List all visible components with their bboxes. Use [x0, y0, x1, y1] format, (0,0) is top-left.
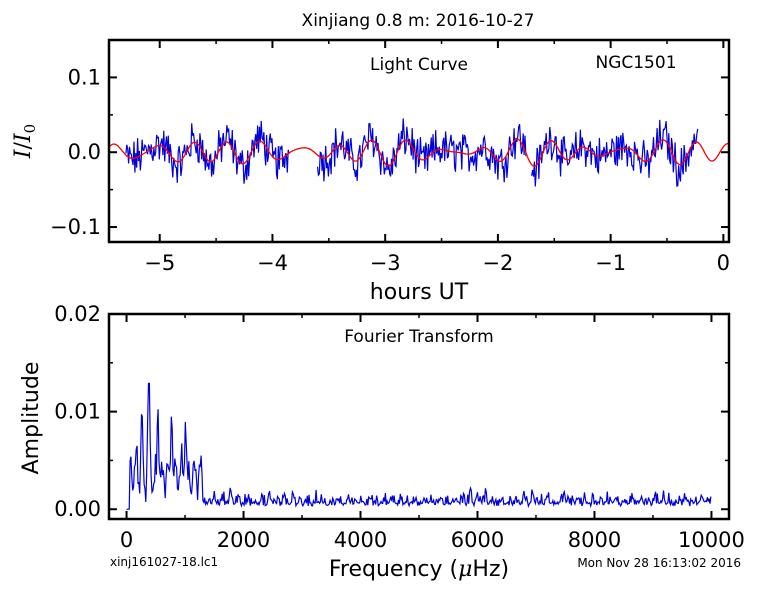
light-curve-title: Light Curve: [370, 55, 468, 75]
light-curve-ylabel: I/I0: [11, 124, 39, 159]
object-name-label: NGC1501: [595, 53, 676, 73]
light-curve-lines: [108, 118, 730, 188]
fourier-ytick-label: 0.01: [54, 400, 101, 424]
fourier-xtick-label: 2000: [217, 528, 270, 552]
fourier-frame: [107, 312, 731, 521]
ylabel-subscript: 0: [21, 124, 39, 134]
fourier-title: Fourier Transform: [344, 327, 493, 347]
ylabel-slash: /: [11, 141, 36, 149]
fourier-xtick-label: 10000: [678, 528, 745, 552]
light-curve-data-segment-3: [531, 119, 699, 188]
light-curve-ticks: −5 −4 −3 −2 −1 0 −0.1 0.0 0.1: [50, 39, 730, 275]
light-curve-panel: −5 −4 −3 −2 −1 0 −0.1 0.0 0.1 Light Curve NGC150…: [11, 38, 731, 305]
light-curve-ytick-label: 0.1: [68, 65, 101, 89]
light-curve-xtick-label: −4: [257, 251, 288, 275]
light-curve-model-line: [108, 138, 730, 167]
light-curve-ytick-label: 0.0: [68, 140, 101, 164]
light-curve-data-segment-1: [125, 120, 290, 184]
fourier-xtick-label: 8000: [568, 528, 621, 552]
light-curve-xtick-label: −5: [144, 251, 175, 275]
xlabel-mu: μ: [458, 557, 472, 582]
fourier-ticks: 0 2000 4000 6000 8000 10000 0.00 0.01 0.02: [54, 302, 745, 552]
light-curve-xtick-label: −3: [370, 251, 401, 275]
fourier-xtick-label: 6000: [451, 528, 504, 552]
light-curve-ytick-label: −0.1: [50, 215, 101, 239]
fourier-ytick-label: 0.00: [54, 497, 101, 521]
xlabel-after: Hz): [472, 557, 509, 582]
ylabel-sub-var: I: [11, 132, 36, 143]
fourier-xlabel: Frequency (μHz): [329, 557, 509, 582]
fourier-xtick-label: 0: [120, 528, 133, 552]
footer-filename: xinj161027-18.lc1: [110, 555, 218, 569]
footer-timestamp: Mon Nov 28 16:13:02 2016: [577, 556, 741, 570]
light-curve-xlabel: hours UT: [370, 280, 469, 305]
fourier-lines: [126, 382, 712, 510]
light-curve-xtick-label: −1: [595, 251, 626, 275]
fourier-xtick-label: 4000: [334, 528, 387, 552]
figure-title: Xinjiang 0.8 m: 2016-10-27: [302, 11, 535, 31]
light-curve-data-segment-2: [316, 118, 527, 183]
fourier-ylabel: Amplitude: [19, 362, 44, 475]
xlabel-before: Frequency (: [329, 557, 458, 582]
fourier-amplitude-line: [126, 382, 712, 510]
fourier-ytick-label: 0.02: [54, 302, 101, 326]
light-curve-xtick-label: −2: [482, 251, 513, 275]
light-curve-frame: [107, 38, 731, 244]
fourier-panel: 0 2000 4000 6000 8000 10000 0.00 0.01 0.02 Fouri…: [19, 302, 745, 582]
light-curve-xtick-label: 0: [717, 251, 730, 275]
ylabel-var: I: [11, 148, 36, 159]
